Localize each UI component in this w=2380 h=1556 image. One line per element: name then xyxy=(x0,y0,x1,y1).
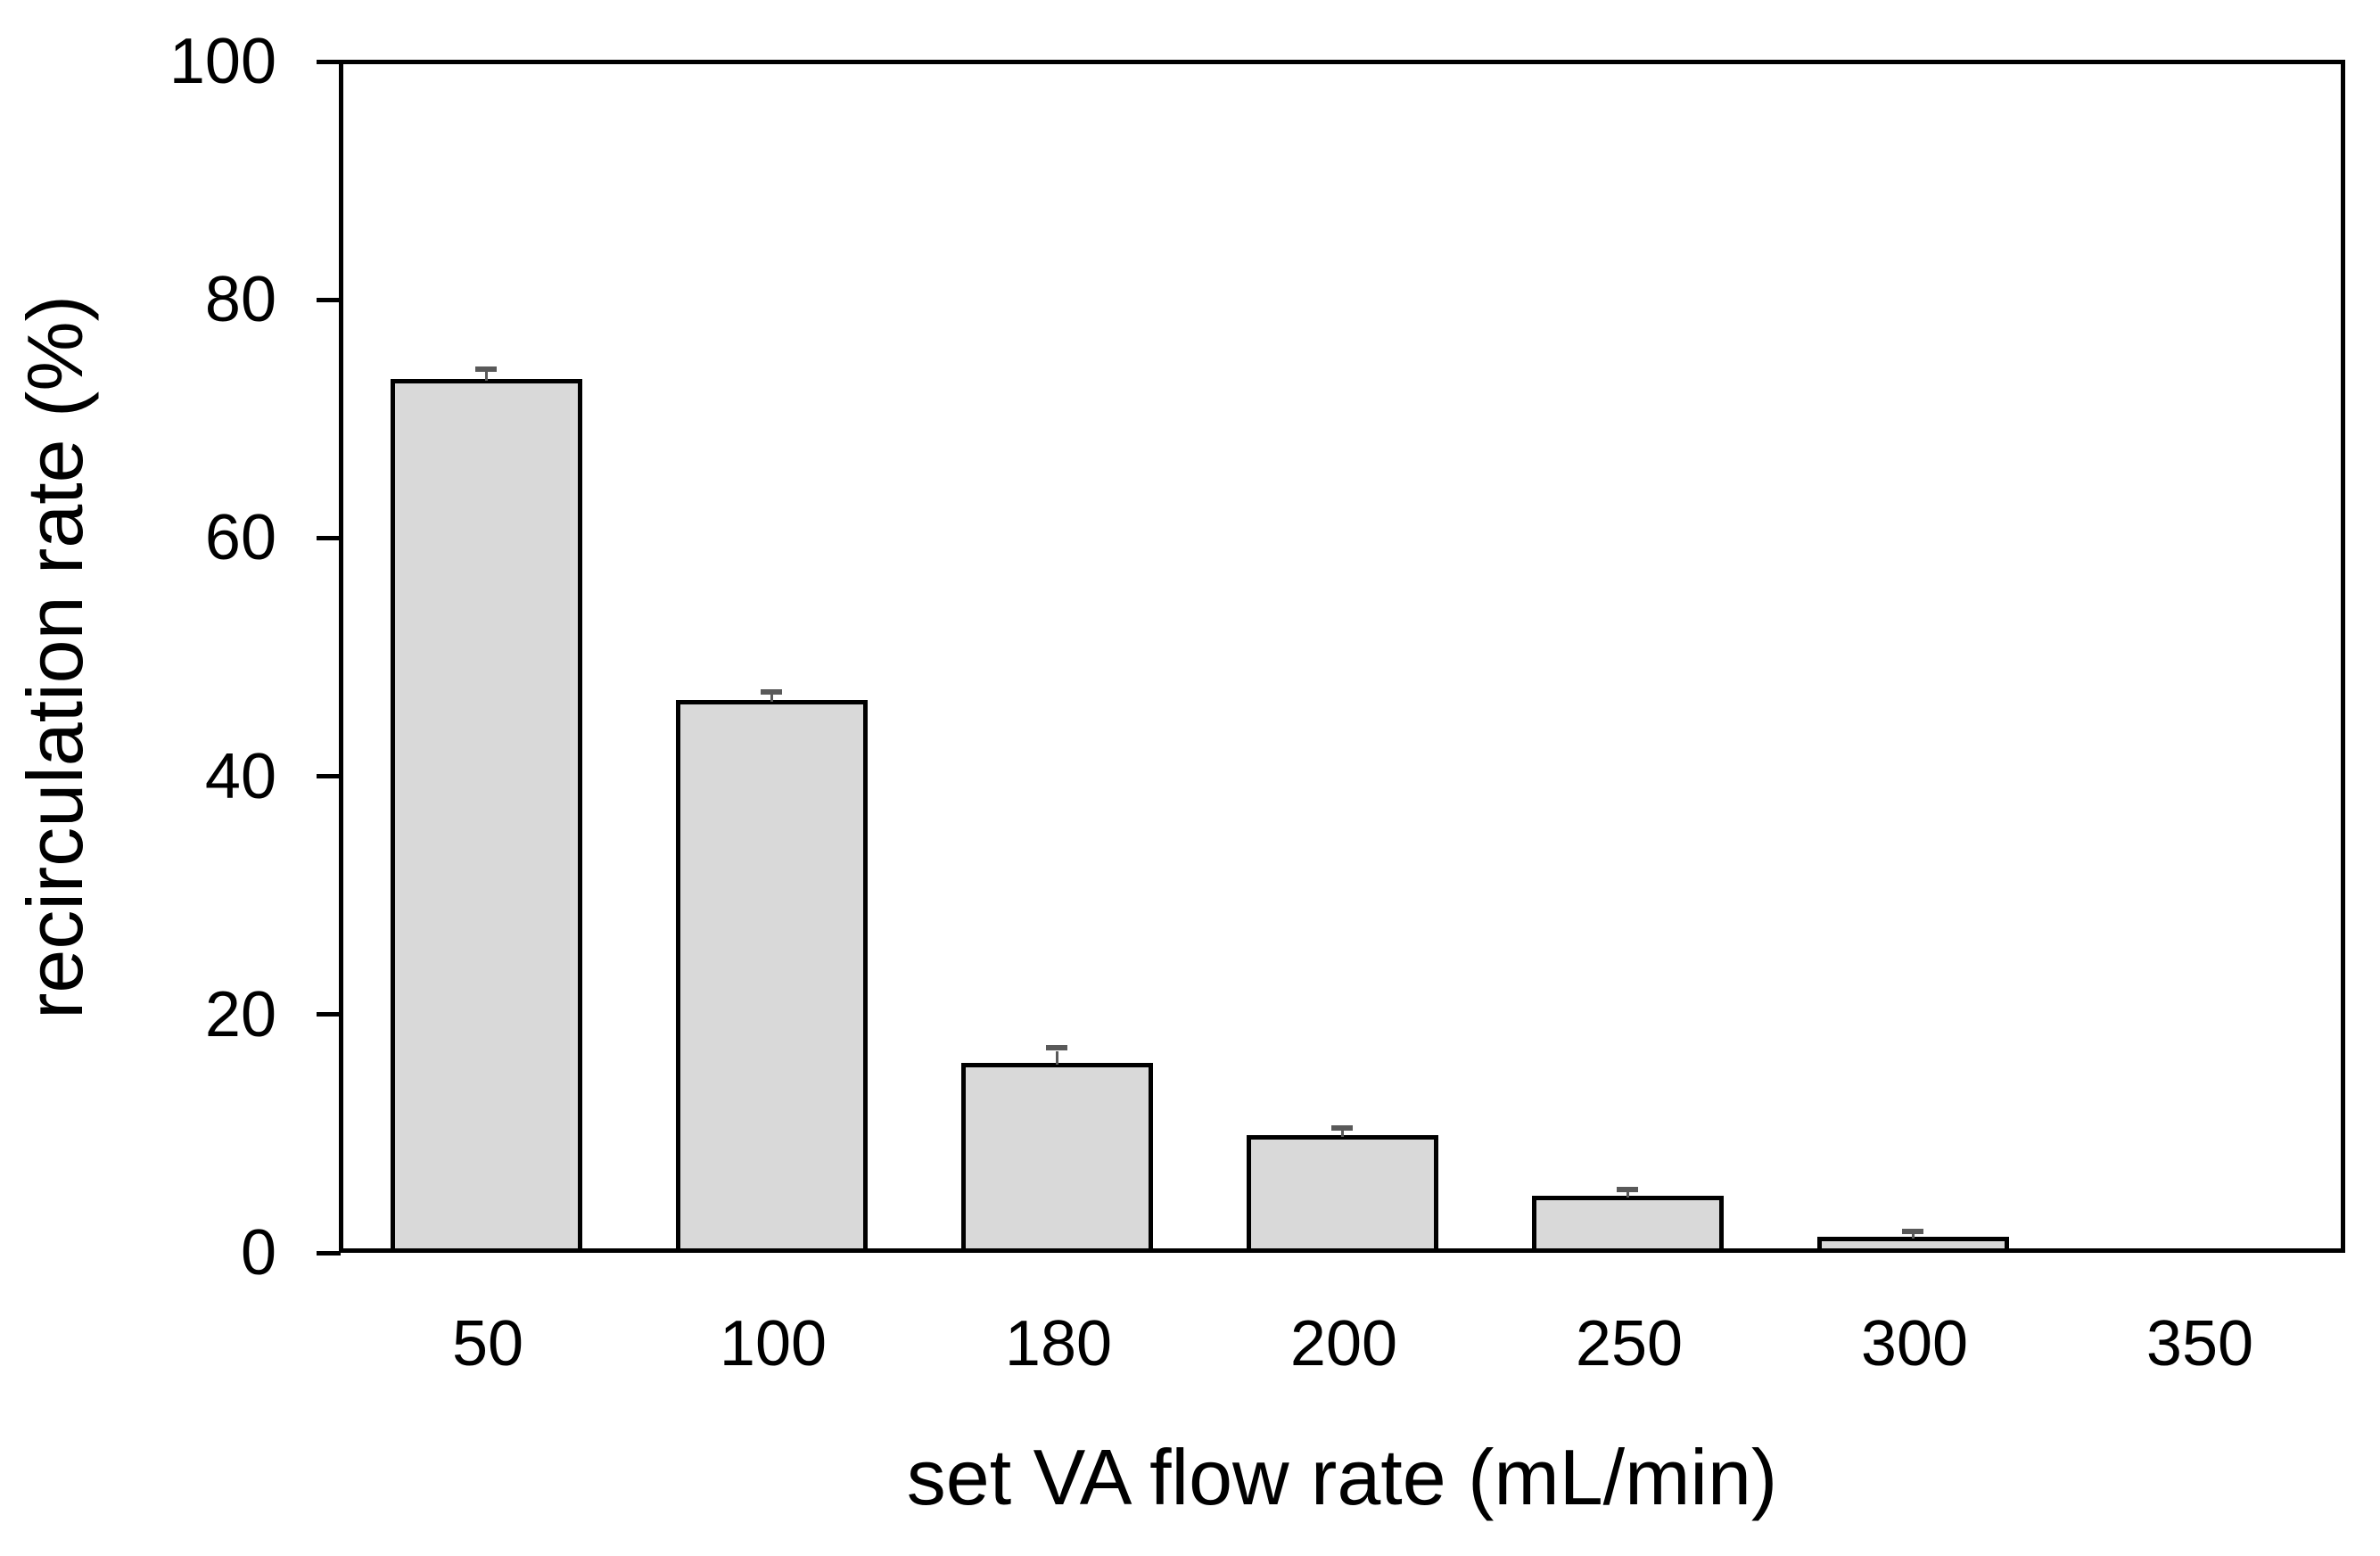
bar-50 xyxy=(391,379,582,1248)
y-tick-label-100: 100 xyxy=(169,26,276,97)
y-axis-title: recirculation rate (%) xyxy=(11,295,99,1019)
error-bar-cap-200 xyxy=(1331,1125,1353,1131)
bar-100 xyxy=(676,700,868,1248)
y-tick-label-20: 20 xyxy=(204,979,276,1050)
bar-300 xyxy=(1817,1237,2009,1248)
y-tick-label-0: 0 xyxy=(240,1217,276,1288)
error-bar-cap-250 xyxy=(1617,1187,1638,1192)
x-tick-label-300: 300 xyxy=(1860,1308,1969,1379)
y-tick-mark-0 xyxy=(317,1251,341,1256)
error-bar-line-180 xyxy=(1056,1051,1058,1065)
x-tick-label-350: 350 xyxy=(2145,1308,2254,1379)
bar-180 xyxy=(961,1063,1153,1248)
error-bar-line-200 xyxy=(1341,1131,1344,1137)
y-tick-mark-40 xyxy=(317,774,341,778)
y-tick-label-80: 80 xyxy=(204,264,276,335)
y-tick-mark-60 xyxy=(317,536,341,540)
error-bar-cap-300 xyxy=(1902,1229,1923,1234)
y-tick-mark-100 xyxy=(317,60,341,64)
y-tick-mark-80 xyxy=(317,298,341,302)
plot-area xyxy=(339,60,2345,1253)
bar-200 xyxy=(1247,1135,1438,1248)
error-bar-cap-180 xyxy=(1046,1045,1067,1050)
error-bar-line-100 xyxy=(770,694,773,702)
x-tick-label-100: 100 xyxy=(719,1308,828,1379)
error-bar-line-50 xyxy=(485,372,488,381)
x-tick-label-250: 250 xyxy=(1575,1308,1684,1379)
x-axis-title: set VA flow rate (mL/min) xyxy=(906,1433,1778,1521)
error-bar-cap-100 xyxy=(761,689,782,695)
error-bar-line-250 xyxy=(1626,1192,1629,1198)
x-tick-label-50: 50 xyxy=(451,1308,524,1379)
y-tick-mark-20 xyxy=(317,1012,341,1017)
error-bar-cap-50 xyxy=(475,366,497,372)
x-tick-label-180: 180 xyxy=(1004,1308,1113,1379)
y-tick-label-60: 60 xyxy=(204,502,276,573)
error-bar-line-300 xyxy=(1912,1234,1915,1239)
y-tick-label-40: 40 xyxy=(204,741,276,812)
x-tick-label-200: 200 xyxy=(1289,1308,1398,1379)
bar-250 xyxy=(1532,1196,1724,1248)
